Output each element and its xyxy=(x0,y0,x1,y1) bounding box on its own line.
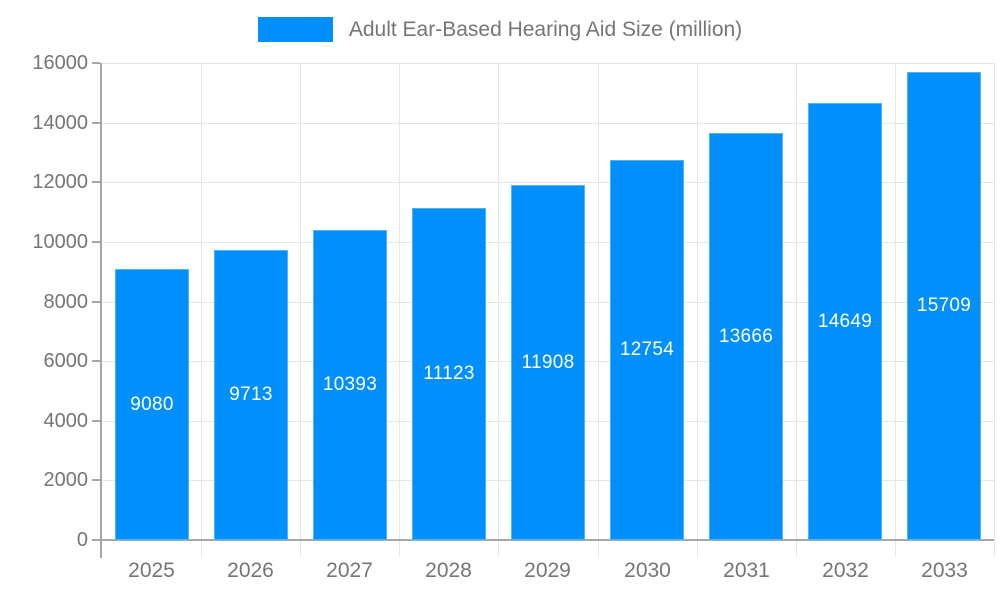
gridline-horizontal xyxy=(102,63,994,64)
gridline-horizontal xyxy=(102,182,994,183)
y-axis-tick xyxy=(92,360,100,362)
bar-2027[interactable]: 10393 xyxy=(313,230,387,540)
y-axis-tick xyxy=(92,420,100,422)
y-axis-tick xyxy=(92,479,100,481)
x-axis-label: 2026 xyxy=(227,559,274,582)
gridline-vertical xyxy=(201,63,202,557)
x-axis-label: 2032 xyxy=(822,559,869,582)
bar-value-label: 12754 xyxy=(619,339,675,360)
bar-value-label: 10393 xyxy=(322,374,378,395)
y-axis-label: 0 xyxy=(76,529,88,551)
x-axis-label: 2028 xyxy=(425,559,472,582)
gridline-vertical xyxy=(598,63,599,557)
x-axis-label: 2033 xyxy=(921,559,968,582)
bar-2032[interactable]: 14649 xyxy=(808,103,882,540)
gridline-vertical xyxy=(498,63,499,557)
x-axis-label: 2029 xyxy=(524,559,571,582)
bar-value-label: 11123 xyxy=(423,363,475,384)
y-axis-label: 10000 xyxy=(32,231,88,253)
y-axis-tick xyxy=(92,301,100,303)
bar-2026[interactable]: 9713 xyxy=(214,250,288,540)
bar-2033[interactable]: 15709 xyxy=(907,72,981,540)
gridline-vertical xyxy=(895,63,896,557)
y-axis-tick xyxy=(92,62,100,64)
legend-swatch xyxy=(257,17,333,42)
y-axis-label: 2000 xyxy=(43,469,89,491)
bar-value-label: 9713 xyxy=(229,384,273,405)
gridline-vertical xyxy=(697,63,698,557)
bar-value-label: 11908 xyxy=(521,351,575,373)
x-axis-label: 2025 xyxy=(128,559,175,582)
gridline-vertical xyxy=(796,63,797,557)
bar-value-label: 14649 xyxy=(817,310,873,332)
gridline-vertical xyxy=(399,63,400,557)
y-axis-label: 4000 xyxy=(43,410,89,432)
y-axis-label: 16000 xyxy=(32,52,88,74)
bar-value-label: 15709 xyxy=(916,295,972,316)
y-axis-label: 6000 xyxy=(43,350,89,372)
x-axis-label: 2027 xyxy=(326,559,373,582)
y-axis-line xyxy=(100,63,102,558)
bar-value-label: 13666 xyxy=(718,325,774,347)
x-axis-line xyxy=(102,539,994,541)
y-axis-tick xyxy=(92,241,100,243)
bar-2029[interactable]: 11908 xyxy=(511,185,585,540)
bar-2031[interactable]: 13666 xyxy=(709,133,783,540)
y-axis-tick xyxy=(92,122,100,124)
gridline-vertical xyxy=(300,63,301,557)
y-axis-label: 8000 xyxy=(43,291,89,313)
y-axis-label: 12000 xyxy=(32,171,88,193)
x-axis-label: 2030 xyxy=(624,559,671,582)
y-axis-tick xyxy=(92,539,100,541)
y-axis-label: 14000 xyxy=(32,112,88,134)
legend[interactable]: Adult Ear-Based Hearing Aid Size (millio… xyxy=(0,17,1000,42)
y-axis-tick xyxy=(92,181,100,183)
bar-value-label: 9080 xyxy=(130,393,174,415)
x-axis-label: 2031 xyxy=(723,559,770,582)
bar-2030[interactable]: 12754 xyxy=(610,160,684,540)
legend-label: Adult Ear-Based Hearing Aid Size (millio… xyxy=(348,17,743,41)
bar-2025[interactable]: 9080 xyxy=(115,269,189,540)
gridline-horizontal xyxy=(102,123,994,124)
gridline-vertical xyxy=(994,63,995,557)
bar-2028[interactable]: 11123 xyxy=(412,208,486,540)
